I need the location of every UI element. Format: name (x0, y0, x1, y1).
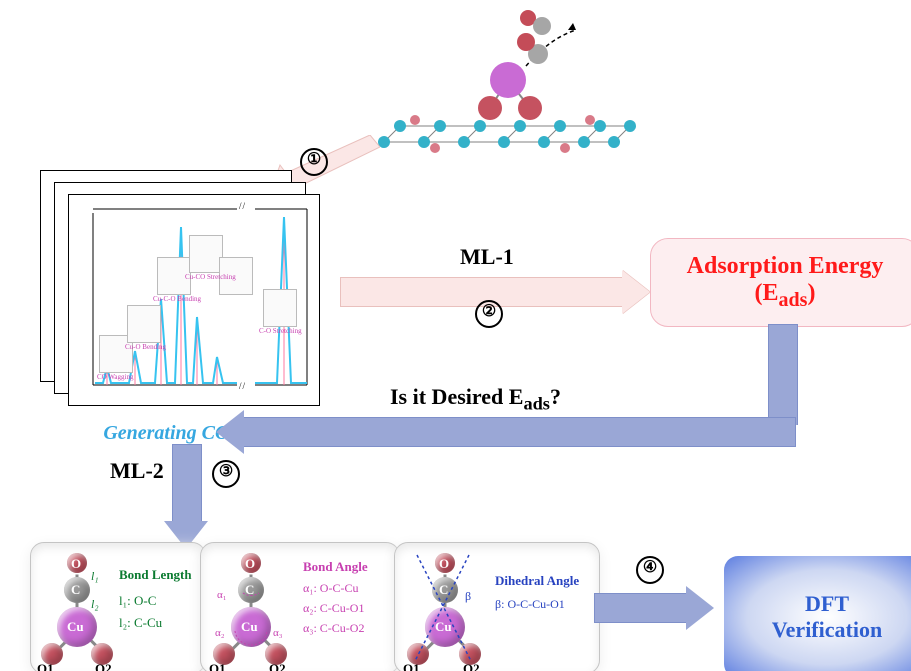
bl-i0: l₁: O-C (119, 593, 156, 609)
step-4-num: ④ (636, 556, 664, 584)
eads-line1: Adsorption Energy (671, 253, 899, 280)
mode-lbl-1: Cu-O Bending (125, 343, 166, 351)
dft-l1: DFT (805, 591, 849, 617)
step-2-num: ② (475, 300, 503, 328)
mode-lbl-0: CO Wagging (97, 373, 133, 381)
arrow-feedback (216, 410, 796, 454)
dihedral-title: Dihedral Angle (495, 573, 579, 589)
dh-i0: β: O-C-Cu-O1 (495, 597, 565, 612)
eads-box: Adsorption Energy (Eads) (650, 238, 911, 327)
eads-l2c: ) (807, 280, 815, 306)
svg-text://: // (239, 201, 246, 211)
ba-i1: α₂: C-Cu-O1 (303, 601, 364, 616)
lattice-svg (340, 8, 660, 168)
mode-lbl-4: C-O Stretching (259, 327, 302, 335)
mode-lbl-2: Cu-C-O Bending (153, 295, 201, 303)
ba-i2: α₃: C-Cu-O2 (303, 621, 364, 636)
ml1-label: ML-1 (460, 244, 514, 270)
bl-i1: l₂: C-Cu (119, 615, 162, 631)
spectra-stack: // // (40, 170, 330, 420)
ml2-label: ML-2 (110, 458, 164, 484)
svg-text://: // (239, 381, 246, 391)
dft-box: DFT Verification (724, 556, 911, 671)
arrow-4 (594, 586, 714, 630)
panel-bond-angle: O C Cu O1 O2 α₁ α₂ α₃ Bond Angle α₁: O-C… (200, 542, 400, 671)
eads-l2a: (E (755, 280, 779, 306)
ba-i0: α₁: O-C-Cu (303, 581, 358, 596)
bond-angle-title: Bond Angle (303, 559, 368, 575)
bond-length-title: Bond Length (119, 567, 192, 583)
panel-bond-length: O C Cu O1 O2 l₁ l₂ Bond Length l₁: O-C l… (30, 542, 206, 671)
step-3-num: ③ (212, 460, 240, 488)
mode-lbl-3: Cu-CO Stretching (185, 273, 236, 281)
dft-l2: Verification (772, 617, 882, 643)
figure-root: ① // // (0, 0, 911, 671)
eads-l2b: ads (779, 289, 808, 311)
arrow-ml2 (172, 444, 208, 549)
panel-dihedral: O C Cu O1 O2 β Dihedral Angle β: O-C-Cu-… (394, 542, 600, 671)
feedback-question: Is it Desired Eads? (390, 384, 561, 414)
